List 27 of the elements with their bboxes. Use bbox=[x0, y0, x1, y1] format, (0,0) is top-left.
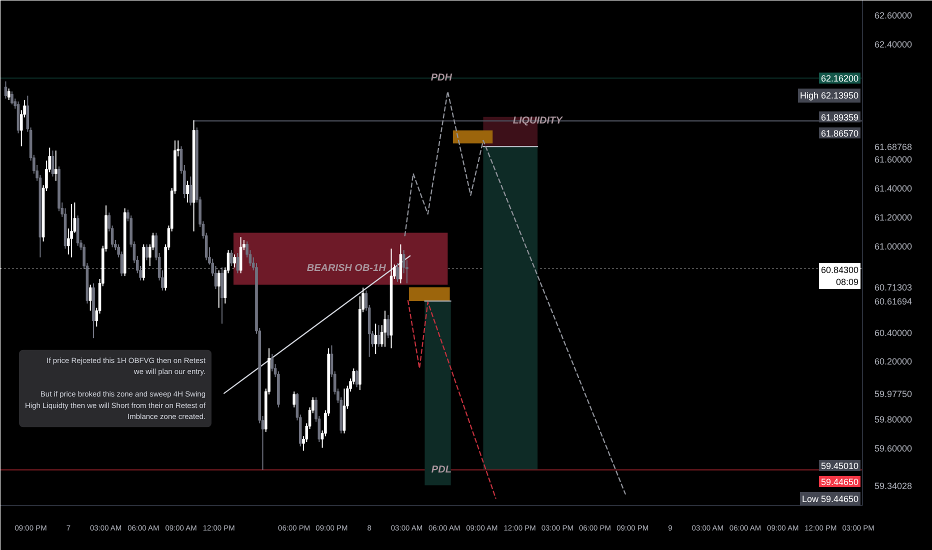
y-tick-label: 60.40000 bbox=[874, 328, 912, 338]
y-tick-label: 59.97750 bbox=[874, 388, 912, 399]
annotation: Low 59.44650 bbox=[802, 494, 859, 504]
y-tick-label: 62.60000 bbox=[874, 10, 912, 20]
annotation: 61.89359 bbox=[820, 112, 859, 122]
y-tick-label: 60.71303 bbox=[874, 282, 912, 293]
annotation: 61.86570 bbox=[820, 128, 859, 138]
annotation: High 62.13950 bbox=[800, 90, 859, 101]
y-tick-label: 61.20000 bbox=[874, 212, 912, 222]
annotation: LIQUIDITY bbox=[512, 115, 564, 126]
ref-line-label: 62.16200 bbox=[820, 74, 859, 84]
y-tick-label: 62.40000 bbox=[874, 39, 912, 50]
y-tick-label: 60.61694 bbox=[874, 296, 912, 307]
y-tick-label: 60.20000 bbox=[874, 356, 912, 367]
y-tick-label: 59.80000 bbox=[874, 414, 912, 424]
y-tick-label: 61.00000 bbox=[874, 241, 912, 252]
y-tick-label: 61.40000 bbox=[874, 184, 912, 194]
ref-line-label: 60.84300 08:09 bbox=[820, 264, 859, 287]
ref-line-label: 59.44650 bbox=[820, 477, 859, 487]
y-tick-label: 59.60000 bbox=[874, 443, 912, 454]
y-tick-label: 59.34028 bbox=[874, 480, 912, 491]
annotation: PDH bbox=[430, 72, 453, 84]
annotation: 59.45010 bbox=[820, 461, 859, 471]
annotation: PDL bbox=[431, 464, 452, 476]
y-tick-label: 61.60000 bbox=[874, 154, 912, 165]
y-tick-label: 61.68768 bbox=[874, 142, 912, 152]
annotation: BEARISH OB-1H bbox=[306, 262, 387, 274]
